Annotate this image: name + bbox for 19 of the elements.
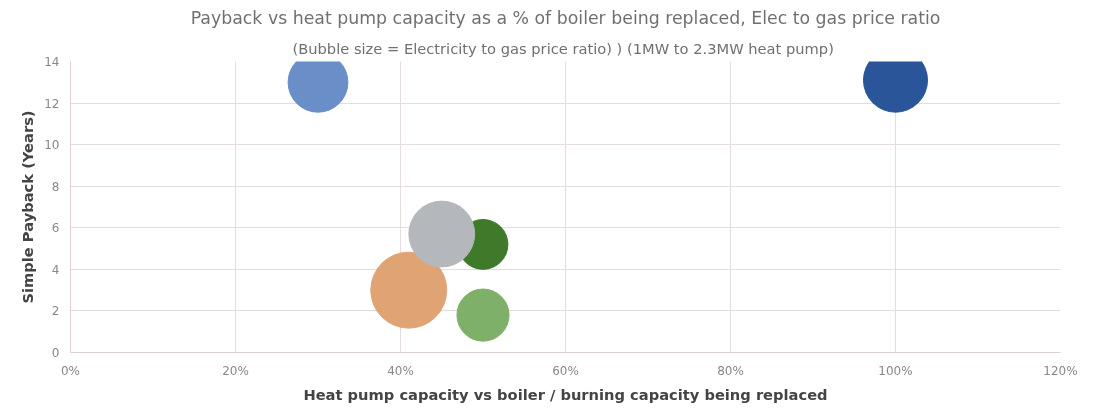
y-tick-label: 8	[51, 179, 60, 194]
x-tick-label: 100%	[878, 363, 913, 378]
x-axis-title: Heat pump capacity vs boiler / burning capacity being replaced	[303, 385, 828, 403]
y-axis-title: Simple Payback (Years)	[19, 110, 37, 304]
chart-subtitle: (Bubble size = Electricity to gas price ratio) ) (1MW to 2.3MW heat pump)	[292, 39, 834, 57]
chart-title: Payback vs heat pump capacity as a % of boiler being replaced, Elec to gas price ratio	[190, 7, 941, 28]
x-tick-label: 20%	[222, 363, 249, 378]
x-tick-label: 60%	[552, 363, 579, 378]
y-tick-label: 0	[51, 346, 60, 360]
x-tick-label: 80%	[717, 363, 744, 378]
x-tick-label: 120%	[1043, 363, 1078, 378]
y-tick-label: 12	[44, 96, 60, 111]
x-tick-label: 40%	[387, 363, 414, 378]
y-tick-label: 14	[44, 55, 60, 69]
y-tick-label: 10	[44, 138, 60, 153]
x-tick-label: 0%	[60, 363, 81, 378]
y-tick-label: 6	[51, 221, 60, 236]
y-tick-label: 2	[51, 304, 60, 319]
y-tick-label: 4	[51, 262, 60, 277]
